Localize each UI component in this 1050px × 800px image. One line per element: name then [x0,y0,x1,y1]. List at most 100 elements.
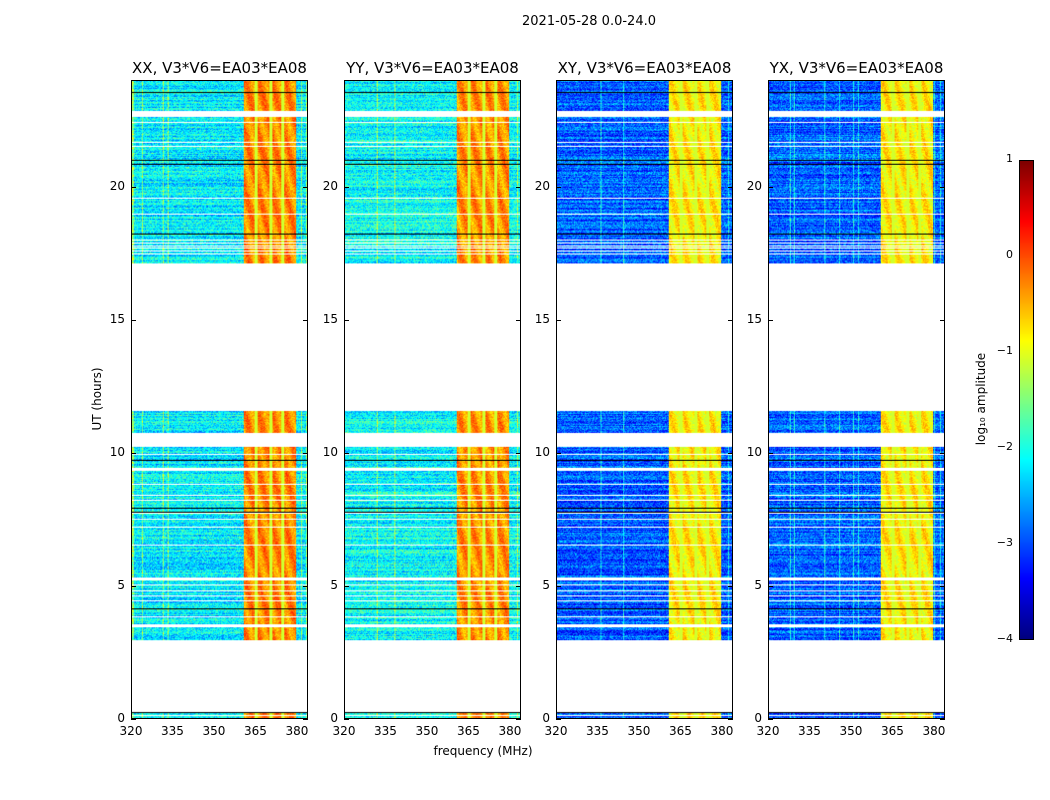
x-tick-label: 335 [586,724,609,738]
x-tick-label: 350 [839,724,863,738]
x-tick-label: 335 [374,724,397,738]
x-axis-label: frequency (MHz) [433,744,533,758]
y-tick-mark [728,452,733,454]
y-tick-label: 0 [330,711,338,725]
x-tick-label: 320 [544,724,568,738]
y-tick-label: 15 [534,311,550,326]
y-tick-mark [556,452,561,454]
colorbar-tick-label: 1 [1006,152,1013,165]
y-tick-mark [344,186,349,188]
y-tick-mark [728,585,733,587]
y-tick-mark [940,719,945,720]
y-tick-label: 0 [117,711,125,725]
x-tick-label: 350 [627,724,651,738]
y-tick-mark [768,585,773,587]
colorbar [1019,160,1034,640]
y-tick-mark [940,585,945,587]
heatmap-panel [131,80,308,719]
panel-title: YX, V3*V6=EA03*EA08 [769,59,944,77]
y-tick-label: 10 [322,444,338,459]
colorbar-tick-label: 0 [1006,248,1013,261]
figure-title: 2021-05-28 0.0-24.0 [522,14,656,29]
x-tick-label: 380 [922,724,946,738]
y-tick-mark [303,719,308,720]
heatmap-panel [344,80,521,719]
y-tick-label: 0 [542,711,550,725]
x-tick-label: 320 [119,724,143,738]
y-tick-label: 5 [330,577,338,592]
y-tick-mark [131,585,136,587]
y-tick-label: 15 [109,311,125,326]
y-tick-mark [728,719,733,720]
y-tick-mark [303,585,308,587]
x-tick-label: 380 [710,724,734,738]
x-tick-label: 380 [285,724,309,738]
y-tick-mark [768,719,773,720]
heatmap-panel [556,80,733,719]
heatmap-cells [132,81,307,718]
heatmap-cells [557,81,732,718]
y-tick-label: 20 [534,178,550,193]
x-tick-label: 365 [457,724,480,738]
x-tick-label: 365 [244,724,267,738]
y-tick-label: 10 [109,444,125,459]
y-tick-label: 20 [746,178,762,193]
y-tick-mark [556,186,561,188]
y-tick-label: 5 [117,577,125,592]
y-tick-label: 10 [534,444,550,459]
y-tick-label: 10 [746,444,762,459]
x-tick-label: 365 [669,724,692,738]
y-tick-mark [556,719,561,720]
heatmap-cells [345,81,520,718]
y-tick-mark [728,319,733,321]
y-axis-label: UT (hours) [90,367,104,431]
x-tick-label: 380 [498,724,522,738]
y-tick-mark [940,186,945,188]
y-tick-mark [556,319,561,321]
x-tick-label: 320 [332,724,356,738]
x-tick-label: 335 [161,724,184,738]
heatmap-panel [768,80,945,719]
x-tick-label: 335 [798,724,821,738]
y-tick-mark [344,719,349,720]
panel-title: XX, V3*V6=EA03*EA08 [132,59,307,77]
x-tick-label: 350 [415,724,439,738]
y-tick-mark [303,319,308,321]
y-tick-mark [516,585,521,587]
y-tick-label: 15 [322,311,338,326]
y-tick-mark [131,186,136,188]
colorbar-label: log₁₀ amplitude [974,352,988,446]
y-tick-label: 5 [542,577,550,592]
y-tick-mark [131,719,136,720]
y-tick-mark [131,319,136,321]
y-tick-mark [940,452,945,454]
y-tick-mark [303,452,308,454]
y-tick-mark [344,452,349,454]
panel-title: YY, V3*V6=EA03*EA08 [346,59,519,77]
y-tick-mark [344,585,349,587]
x-tick-label: 350 [202,724,226,738]
y-tick-label: 5 [754,577,762,592]
y-tick-mark [556,585,561,587]
colorbar-tick-label: −1 [996,344,1013,357]
y-tick-label: 20 [322,178,338,193]
y-tick-mark [728,186,733,188]
y-tick-mark [516,719,521,720]
y-tick-label: 0 [754,711,762,725]
colorbar-tick-label: −4 [996,632,1013,645]
colorbar-tick-label: −3 [996,536,1013,549]
heatmap-cells [769,81,944,718]
y-tick-mark [516,319,521,321]
y-tick-label: 15 [746,311,762,326]
panel-title: XY, V3*V6=EA03*EA08 [557,59,732,77]
y-tick-mark [768,186,773,188]
colorbar-tick-label: −2 [996,440,1013,453]
y-tick-mark [516,186,521,188]
y-tick-mark [131,452,136,454]
y-tick-mark [344,319,349,321]
y-tick-mark [768,452,773,454]
y-tick-mark [940,319,945,321]
x-tick-label: 365 [881,724,904,738]
y-tick-mark [303,186,308,188]
